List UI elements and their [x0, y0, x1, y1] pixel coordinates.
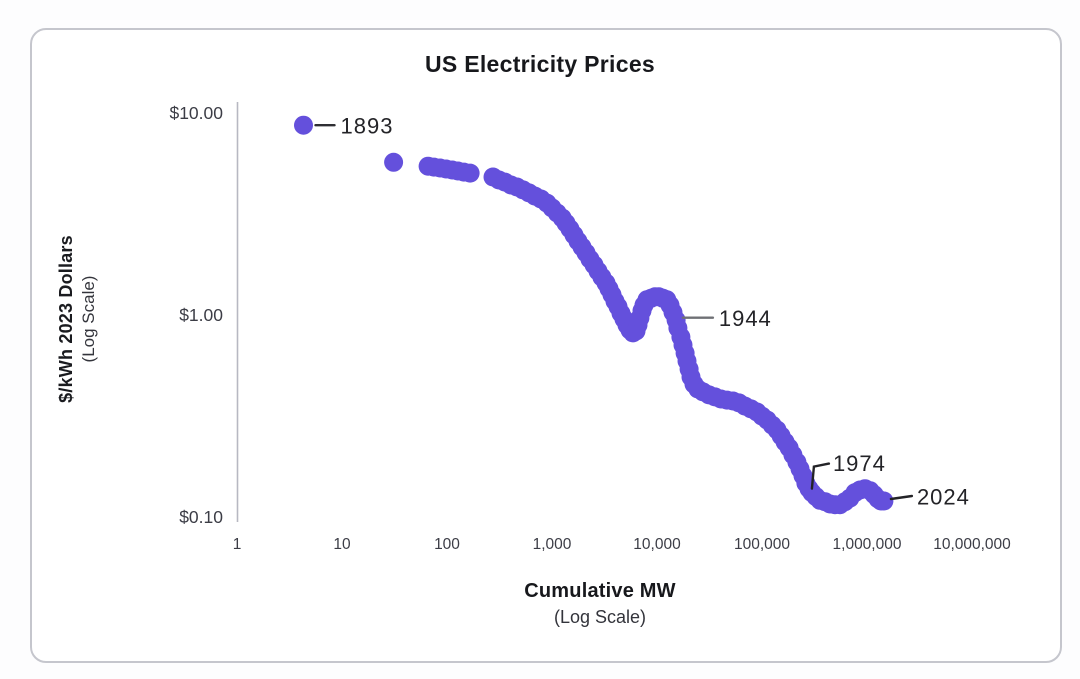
x-tick-label: 1,000,000 — [833, 536, 902, 553]
x-tick-label: 100,000 — [734, 536, 790, 553]
annotation-leader-2024 — [889, 494, 914, 501]
chart-card — [30, 28, 1062, 663]
x-tick-label: 1 — [233, 536, 242, 553]
y-tick-label: $10.00 — [169, 103, 223, 123]
annotation-label-1944: 1944 — [719, 306, 772, 331]
x-tick-label: 1,000 — [533, 536, 572, 553]
x-axis-title: Cumulative MW (Log Scale) — [360, 577, 840, 630]
data-point — [294, 115, 313, 135]
y-tick-label: $0.10 — [179, 507, 223, 527]
x-axis-title-main: Cumulative MW — [524, 580, 676, 602]
annotation-label-1974: 1974 — [833, 451, 886, 476]
annotation-leader-1974 — [810, 462, 831, 490]
data-point — [874, 491, 894, 511]
x-tick-label: 10 — [333, 536, 351, 553]
x-tick-label: 10,000 — [633, 536, 681, 553]
annotation-label-2024: 2024 — [917, 485, 970, 510]
x-tick-label: 100 — [434, 536, 460, 553]
data-point — [384, 152, 404, 172]
annotation-label-1893: 1893 — [341, 114, 394, 139]
x-tick-label: 10,000,000 — [933, 536, 1011, 553]
y-tick-label: $1.00 — [179, 305, 223, 325]
chart-title: US Electricity Prices — [424, 51, 656, 77]
x-axis-title-sub: (Log Scale) — [553, 607, 647, 627]
data-point — [460, 163, 480, 183]
